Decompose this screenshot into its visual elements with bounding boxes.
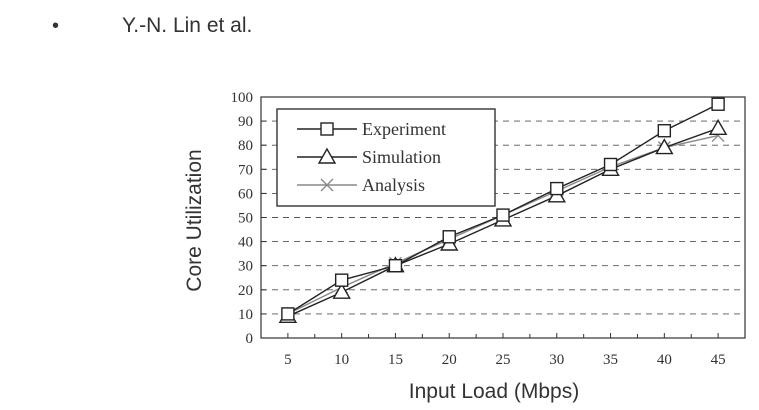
x-tick-label: 45 xyxy=(711,352,726,368)
y-tick-label: 60 xyxy=(238,186,253,202)
ticks-layer: 0 10 20 30 40 50 60 70 80 90 100 5 10 15 20 25 30 35 40 45 xyxy=(231,90,726,368)
x-tick-label: 35 xyxy=(603,352,618,368)
slide-bullet-row: • Y.-N. Lin et al. xyxy=(52,14,252,38)
data-point-experiment xyxy=(603,157,618,172)
x-tick-label: 10 xyxy=(334,352,349,368)
series-experiment xyxy=(281,97,725,321)
x-axis-title: Input Load (Mbps) xyxy=(409,380,579,403)
data-point-experiment xyxy=(657,124,672,138)
y-tick-label: 20 xyxy=(238,283,253,299)
y-axis-title: Core Utilization xyxy=(183,149,206,291)
data-point-experiment xyxy=(442,230,456,244)
y-tick-label: 0 xyxy=(246,331,254,347)
y-tick-label: 40 xyxy=(238,235,253,251)
x-tick-label: 30 xyxy=(549,352,564,368)
legend-marker-simulation xyxy=(317,147,337,164)
x-tick-label: 40 xyxy=(657,352,672,368)
x-tick-label: 15 xyxy=(388,352,403,368)
y-tick-label: 10 xyxy=(238,307,253,323)
legend-label-simulation: Simulation xyxy=(362,147,441,167)
y-tick-label: 70 xyxy=(238,162,253,178)
x-tick-label: 20 xyxy=(442,352,457,368)
data-point-experiment xyxy=(281,307,295,321)
legend-marker-analysis xyxy=(320,178,334,192)
x-tick-label: 25 xyxy=(496,352,511,368)
author-text: Y.-N. Lin et al. xyxy=(122,14,253,37)
data-point-simulation xyxy=(655,138,674,155)
data-point-experiment xyxy=(496,208,510,222)
data-point-experiment xyxy=(711,97,725,111)
data-point-simulation xyxy=(708,118,728,136)
legend-marker-experiment xyxy=(320,122,334,136)
y-tick-label: 100 xyxy=(231,90,254,106)
y-tick-label: 90 xyxy=(238,114,253,130)
x-tick-label: 5 xyxy=(284,352,292,368)
y-tick-label: 80 xyxy=(238,138,253,154)
y-tick-label: 30 xyxy=(238,259,253,275)
data-point-simulation xyxy=(332,282,351,299)
series-layer xyxy=(278,97,728,324)
bullet-marker: • xyxy=(52,14,60,37)
legend-label-experiment: Experiment xyxy=(362,119,446,139)
data-point-experiment xyxy=(334,273,349,287)
y-tick-label: 50 xyxy=(238,211,253,227)
legend-label-analysis: Analysis xyxy=(362,175,425,195)
data-point-experiment xyxy=(388,259,403,273)
data-point-experiment xyxy=(550,181,564,196)
legend: Experiment Simulation Analysis xyxy=(276,108,496,207)
